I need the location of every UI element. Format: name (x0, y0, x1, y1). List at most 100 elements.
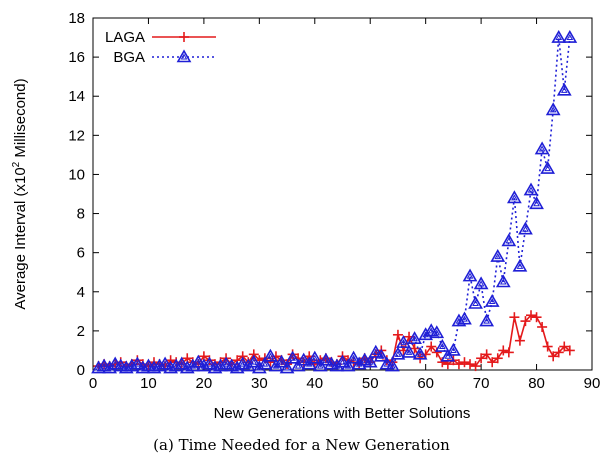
series-bga (91, 29, 578, 374)
point-marker (468, 295, 483, 309)
point-marker (340, 358, 356, 372)
chart: 0 10 20 30 40 50 60 70 80 90 0 2 4 6 8 10 12 14 16 18 New G… (11, 10, 600, 422)
point-marker (251, 360, 267, 374)
y-axis-title-sup: 2 (11, 161, 22, 167)
x-tick-label: 70 (473, 375, 490, 392)
point-marker (102, 360, 118, 374)
point-marker (492, 353, 503, 364)
x-tick-label: 80 (528, 375, 545, 392)
point-marker (368, 344, 384, 358)
point-marker (540, 160, 556, 174)
point-marker (285, 350, 300, 364)
y-tick-label: 8 (77, 206, 85, 223)
legend-label-bga: BGA (113, 49, 145, 66)
x-tick-label: 60 (417, 375, 434, 392)
point-marker (346, 350, 361, 364)
point-marker (412, 346, 428, 360)
point-marker (473, 276, 489, 290)
point-marker (396, 335, 411, 348)
point-marker (385, 358, 400, 372)
y-tick-label: 6 (77, 245, 85, 262)
point-marker (453, 359, 464, 370)
point-marker (481, 349, 492, 360)
figure-caption: (a) Time Needed for a New Generation (153, 436, 450, 454)
point-marker (229, 360, 245, 374)
point-marker (446, 342, 461, 356)
point-marker (512, 258, 528, 272)
point-marker (526, 310, 537, 321)
point-marker (514, 335, 525, 346)
point-marker (509, 312, 520, 323)
point-marker (506, 190, 522, 204)
point-marker (503, 347, 514, 358)
point-marker (465, 359, 476, 370)
x-tick-label: 30 (251, 375, 268, 392)
point-marker (548, 351, 559, 362)
point-marker (185, 358, 201, 372)
y-axis-title: Average Interval (x102 Millisecond) (11, 78, 29, 309)
point-marker (390, 346, 406, 360)
legend-sample-laga (152, 32, 216, 42)
point-marker (429, 325, 445, 339)
point-marker (556, 82, 572, 96)
point-marker (329, 358, 345, 372)
y-tick-label: 2 (77, 323, 85, 340)
point-marker (545, 102, 561, 116)
point-marker (562, 29, 578, 43)
point-marker (157, 356, 173, 370)
point-marker (501, 233, 517, 247)
point-marker (274, 354, 289, 368)
point-marker (531, 312, 542, 323)
legend: LAGA BGA (105, 29, 216, 66)
point-marker (129, 356, 145, 370)
point-marker (434, 338, 450, 352)
point-marker (179, 32, 189, 42)
y-tick-label: 12 (68, 127, 85, 144)
point-marker (279, 360, 295, 374)
series-layer (91, 29, 578, 374)
point-marker (202, 356, 217, 370)
point-marker (498, 345, 509, 356)
point-marker (487, 357, 498, 368)
point-marker (240, 358, 256, 372)
point-marker (351, 356, 367, 370)
point-marker (470, 361, 481, 372)
point-marker (362, 354, 378, 368)
point-marker (426, 341, 437, 352)
point-marker (553, 347, 564, 358)
point-marker (564, 345, 575, 356)
series-line (98, 37, 571, 370)
x-tick-label: 90 (584, 375, 601, 392)
x-tick-label: 0 (89, 375, 97, 392)
point-marker (523, 182, 539, 196)
point-marker (307, 350, 323, 364)
point-marker (174, 356, 190, 370)
point-marker (484, 293, 500, 307)
point-marker (490, 248, 506, 262)
point-marker (534, 141, 550, 155)
point-marker (476, 353, 487, 364)
y-tick-label: 14 (68, 88, 85, 105)
point-marker (263, 348, 278, 362)
point-marker (392, 329, 403, 340)
legend-label-laga: LAGA (105, 29, 145, 46)
point-marker (559, 341, 570, 352)
x-tick-label: 40 (306, 375, 323, 392)
point-marker (373, 348, 389, 362)
x-tick-label: 10 (140, 375, 157, 392)
point-marker (462, 268, 478, 282)
point-marker (459, 357, 470, 368)
point-marker (551, 29, 567, 43)
point-marker (418, 327, 434, 341)
point-marker (318, 352, 334, 366)
point-marker (268, 358, 284, 372)
point-marker (335, 354, 350, 368)
point-marker (518, 221, 533, 235)
y-tick-label: 18 (68, 10, 85, 27)
point-marker (176, 49, 192, 63)
point-marker (257, 356, 273, 370)
x-axis-title: New Generations with Better Solutions (214, 405, 471, 422)
y-tick-label: 4 (77, 284, 85, 301)
x-tick-label: 50 (362, 375, 379, 392)
axis-ticks: 0 10 20 30 40 50 60 70 80 90 0 2 4 6 8 10 12 14 16 18 (68, 10, 600, 392)
